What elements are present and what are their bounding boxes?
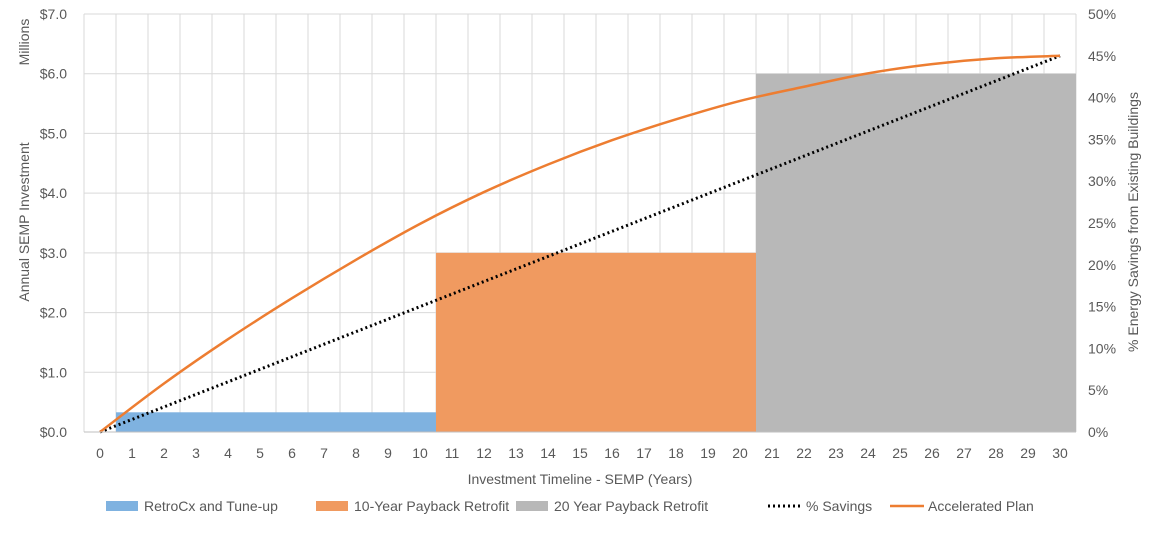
x-tick-label: 15	[572, 445, 588, 461]
x-tick-label: 25	[892, 445, 908, 461]
x-tick-label: 9	[384, 445, 392, 461]
x-tick-label: 22	[796, 445, 812, 461]
x-tick-label: 0	[96, 445, 104, 461]
accelerated-plan-line	[99, 54, 1061, 433]
x-tick-label: 24	[860, 445, 876, 461]
bar-layer	[116, 73, 1076, 432]
x-tick-label: 2	[160, 445, 168, 461]
bar	[436, 252, 756, 432]
y-axis-title: Annual SEMP Investment	[16, 142, 32, 301]
x-tick-label: 6	[288, 445, 296, 461]
x-tick-label: 7	[320, 445, 328, 461]
x-tick-label: 27	[956, 445, 972, 461]
x-tick-label: 4	[224, 445, 232, 461]
y-axis-units-label: Millions	[16, 19, 32, 66]
x-tick-label: 26	[924, 445, 940, 461]
y2-tick-label: 30%	[1088, 173, 1116, 189]
legend-label: 10-Year Payback Retrofit	[354, 498, 509, 514]
x-tick-label: 17	[636, 445, 652, 461]
y2-tick-label: 40%	[1088, 90, 1116, 106]
legend-label: % Savings	[806, 498, 872, 514]
x-tick-label: 20	[732, 445, 748, 461]
x-tick-label: 10	[412, 445, 428, 461]
legend-swatch	[316, 501, 348, 511]
line-layer	[99, 54, 1061, 434]
y2-tick-label: 5%	[1088, 382, 1108, 398]
bar	[116, 412, 436, 432]
y-tick-label: $2.0	[40, 305, 67, 321]
x-tick-label: 21	[764, 445, 780, 461]
x-tick-label: 14	[540, 445, 556, 461]
legend-label: Accelerated Plan	[928, 498, 1034, 514]
legend-swatch	[516, 501, 548, 511]
x-tick-label: 29	[1020, 445, 1036, 461]
y-tick-label: $1.0	[40, 364, 67, 380]
y2-tick-label: 45%	[1088, 48, 1116, 64]
y2-tick-label: 20%	[1088, 257, 1116, 273]
x-tick-label: 23	[828, 445, 844, 461]
y-tick-label: $0.0	[40, 424, 67, 440]
x-tick-label: 18	[668, 445, 684, 461]
y2-tick-label: 50%	[1088, 6, 1116, 22]
y-tick-label: $4.0	[40, 185, 67, 201]
y2-tick-label: 35%	[1088, 131, 1116, 147]
x-tick-label: 28	[988, 445, 1004, 461]
x-tick-label: 3	[192, 445, 200, 461]
savings-line	[99, 54, 1061, 434]
x-tick-label: 11	[445, 445, 460, 461]
x-tick-label: 13	[508, 445, 524, 461]
y2-tick-label: 25%	[1088, 215, 1116, 231]
x-tick-label: 8	[352, 445, 360, 461]
x-tick-label: 1	[128, 445, 136, 461]
x-tick-label: 12	[476, 445, 492, 461]
bar	[756, 73, 1076, 432]
y-tick-label: $5.0	[40, 125, 67, 141]
legend-swatch	[106, 501, 138, 511]
legend-label: 20 Year Payback Retrofit	[554, 498, 708, 514]
x-axis-title: Investment Timeline - SEMP (Years)	[468, 471, 693, 487]
y2-tick-label: 15%	[1088, 299, 1116, 315]
y2-axis-title: % Energy Savings from Existing Buildings	[1125, 92, 1141, 352]
x-tick-label: 16	[604, 445, 620, 461]
y2-tick-label: 0%	[1088, 424, 1108, 440]
x-tick-label: 19	[700, 445, 716, 461]
x-tick-label: 30	[1052, 445, 1068, 461]
legend: RetroCx and Tune-up 10-Year Payback Retro…	[106, 498, 1034, 514]
y-tick-label: $3.0	[40, 245, 67, 261]
y-tick-label: $7.0	[40, 6, 67, 22]
x-tick-label: 5	[256, 445, 264, 461]
y2-tick-label: 10%	[1088, 340, 1116, 356]
tick-labels: 0 1 2 3 4 5 6 7 8 9 10 11 12 13 14 15 16 17 18 19 20 21 22 23 24…	[40, 6, 1116, 461]
legend-label: RetroCx and Tune-up	[144, 498, 278, 514]
y-tick-label: $6.0	[40, 66, 67, 82]
